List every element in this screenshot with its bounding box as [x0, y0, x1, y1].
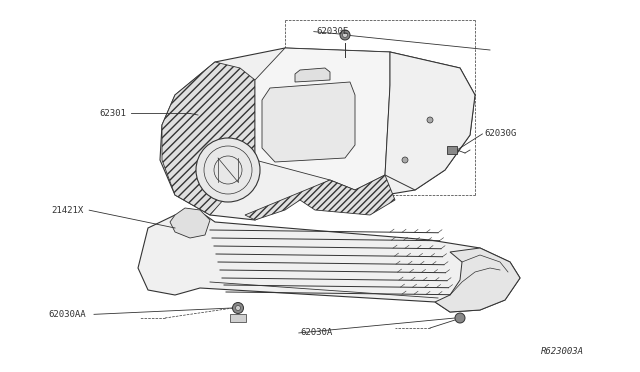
- Circle shape: [427, 117, 433, 123]
- Circle shape: [342, 32, 348, 38]
- Text: 62030A: 62030A: [301, 328, 333, 337]
- Polygon shape: [162, 62, 255, 215]
- Text: R623003A: R623003A: [541, 347, 584, 356]
- Circle shape: [455, 313, 465, 323]
- Text: 62030E: 62030E: [317, 27, 349, 36]
- Circle shape: [402, 157, 408, 163]
- Polygon shape: [447, 146, 457, 154]
- Text: 62030G: 62030G: [484, 129, 516, 138]
- Polygon shape: [138, 215, 520, 312]
- Circle shape: [232, 302, 243, 314]
- Polygon shape: [230, 314, 246, 322]
- Circle shape: [236, 305, 241, 311]
- Polygon shape: [385, 52, 475, 190]
- Polygon shape: [245, 175, 395, 220]
- Polygon shape: [255, 48, 390, 190]
- Circle shape: [196, 138, 260, 202]
- Text: 21421X: 21421X: [51, 206, 83, 215]
- Circle shape: [340, 30, 350, 40]
- Polygon shape: [170, 208, 210, 238]
- Text: 62030AA: 62030AA: [48, 310, 86, 319]
- Text: 62301: 62301: [99, 109, 126, 118]
- Polygon shape: [435, 248, 520, 312]
- Polygon shape: [160, 48, 475, 220]
- Polygon shape: [295, 68, 330, 82]
- Polygon shape: [262, 82, 355, 162]
